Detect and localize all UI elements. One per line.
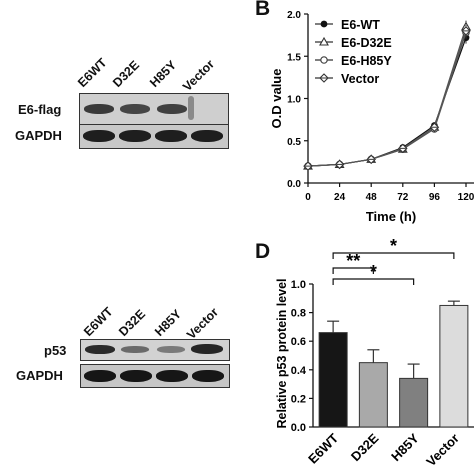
y-tick-label: 0.5 [287,137,301,148]
y-tick-label: 1.5 [287,52,301,63]
blot-band [85,345,115,354]
significance-bracket [332,278,415,285]
blot-band [191,344,223,354]
x-axis-label: Time (h) [366,209,416,224]
y-tick-label: 0.0 [291,422,306,434]
panel-letter-d: D [255,240,271,263]
significance-label: ** [346,251,360,271]
significance-bracket [332,267,374,274]
y-tick-label: 0.4 [291,365,307,377]
e6-flag-blot [79,93,229,125]
blot-row-label: p53 [44,343,67,358]
blot-band [157,346,185,353]
blot-band [84,104,114,114]
x-tick-label: 120 [458,192,474,203]
blot-band [121,346,149,353]
data-point [320,56,328,64]
legend-entry: Vector [341,72,379,86]
y-tick-label: 2.0 [287,10,301,21]
y-tick-label: 0.2 [291,393,306,405]
x-tick-label: 24 [334,192,346,203]
series-line [307,32,467,167]
y-tick-label: 0.6 [291,336,306,348]
blot-band [120,370,152,382]
bar [318,332,348,428]
x-tick-label: H85Y [388,430,422,464]
blot-band [188,96,194,120]
x-tick-label: E6WT [305,430,341,466]
legend-entry: E6-H85Y [341,54,392,68]
gapdh-blot [79,124,229,149]
y-tick-label: 1.0 [291,279,306,291]
blot-band [155,130,187,142]
x-tick-label: D32E [348,430,382,464]
y-axis-label: Relative p53 protein level [275,278,289,428]
y-axis-label: O.D value [269,69,284,129]
y-tick-label: 0.8 [291,308,306,320]
gapdh-blot [80,364,230,388]
legend-entry: E6-WT [341,18,380,32]
significance-bracket [332,252,455,259]
blot-band [120,104,150,114]
blot-row-label: GAPDH [16,368,63,383]
blot-row-label: GAPDH [15,128,62,143]
data-point [320,20,328,28]
blot-band [157,104,187,114]
p53-blot [80,339,230,361]
series-line [307,30,467,167]
legend-entry: E6-D32E [341,36,392,50]
bar [358,362,388,428]
y-tick-label: 0.0 [287,179,301,190]
blot-band [83,130,115,142]
bar [399,377,429,428]
x-tick-label: 0 [305,192,311,203]
blot-band [156,370,188,382]
x-tick-label: 96 [429,192,441,203]
panel-letter-b: B [255,0,271,20]
x-tick-label: 48 [366,192,378,203]
bar [439,304,469,428]
significance-label: * [390,236,397,256]
y-tick-label: 1.0 [287,95,301,106]
blot-band [191,130,223,142]
data-point [319,36,329,46]
x-tick-label: 72 [397,192,409,203]
blot-row-label: E6-flag [18,102,62,117]
blot-band [84,370,116,382]
blot-band [192,370,224,382]
blot-band [119,130,151,142]
x-tick-label: Vector [423,431,462,470]
